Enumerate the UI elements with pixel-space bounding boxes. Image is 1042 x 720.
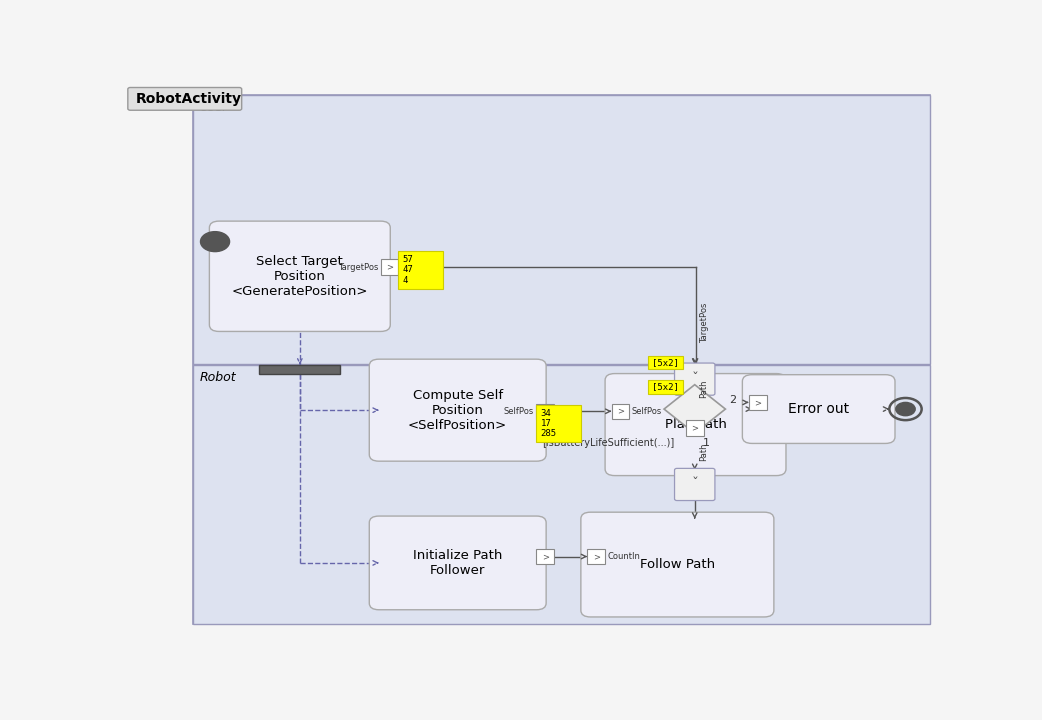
FancyBboxPatch shape bbox=[648, 356, 684, 369]
Text: SelfPos: SelfPos bbox=[631, 407, 662, 415]
Text: >: > bbox=[754, 398, 762, 407]
FancyBboxPatch shape bbox=[612, 403, 629, 419]
FancyBboxPatch shape bbox=[193, 365, 929, 624]
FancyBboxPatch shape bbox=[537, 405, 580, 442]
Text: [5x2]: [5x2] bbox=[652, 358, 678, 367]
Text: >: > bbox=[542, 407, 549, 415]
FancyBboxPatch shape bbox=[674, 469, 715, 500]
Text: Robot: Robot bbox=[200, 372, 237, 384]
FancyBboxPatch shape bbox=[648, 380, 684, 394]
Text: Initialize Path
Follower: Initialize Path Follower bbox=[413, 549, 502, 577]
FancyBboxPatch shape bbox=[580, 512, 774, 617]
Text: Select Target
Position
<GeneratePosition>: Select Target Position <GeneratePosition… bbox=[231, 255, 368, 298]
Text: >: > bbox=[691, 423, 698, 433]
Text: >: > bbox=[593, 552, 600, 561]
Text: TargetPos: TargetPos bbox=[699, 303, 709, 343]
FancyBboxPatch shape bbox=[742, 374, 895, 444]
Text: Error out: Error out bbox=[788, 402, 849, 416]
FancyBboxPatch shape bbox=[605, 374, 786, 476]
FancyBboxPatch shape bbox=[686, 420, 703, 436]
FancyBboxPatch shape bbox=[380, 259, 398, 275]
Text: TargetPos: TargetPos bbox=[338, 263, 378, 271]
Circle shape bbox=[896, 402, 915, 415]
Text: >: > bbox=[386, 263, 393, 271]
Text: SelfPos: SelfPos bbox=[503, 407, 535, 415]
Text: >: > bbox=[542, 552, 549, 561]
FancyBboxPatch shape bbox=[209, 221, 391, 331]
Polygon shape bbox=[664, 384, 725, 433]
FancyBboxPatch shape bbox=[537, 549, 554, 564]
Text: [5x2]: [5x2] bbox=[652, 382, 678, 392]
FancyBboxPatch shape bbox=[259, 365, 340, 374]
Text: 1: 1 bbox=[702, 438, 710, 449]
FancyBboxPatch shape bbox=[749, 395, 767, 410]
Text: ˇ: ˇ bbox=[691, 372, 698, 386]
Text: CountIn: CountIn bbox=[607, 552, 641, 561]
FancyBboxPatch shape bbox=[193, 95, 929, 364]
Text: Plan Path: Plan Path bbox=[665, 418, 726, 431]
Text: User: User bbox=[200, 102, 228, 114]
Text: [isBatteryLifeSufficient(...)]: [isBatteryLifeSufficient(...)] bbox=[542, 438, 674, 449]
FancyBboxPatch shape bbox=[369, 359, 546, 462]
Circle shape bbox=[200, 232, 229, 251]
FancyBboxPatch shape bbox=[369, 516, 546, 610]
Text: >: > bbox=[617, 407, 624, 415]
Text: ˇ: ˇ bbox=[691, 477, 698, 492]
Text: Path: Path bbox=[699, 443, 709, 461]
Text: Compute Self
Position
<SelfPosition>: Compute Self Position <SelfPosition> bbox=[408, 389, 507, 432]
FancyBboxPatch shape bbox=[537, 403, 554, 419]
Text: 57
47
4: 57 47 4 bbox=[402, 255, 413, 285]
Text: 34
17
285: 34 17 285 bbox=[541, 408, 556, 438]
Text: 2: 2 bbox=[729, 395, 737, 405]
Text: RobotActivity: RobotActivity bbox=[135, 92, 242, 106]
FancyBboxPatch shape bbox=[674, 363, 715, 395]
FancyBboxPatch shape bbox=[398, 251, 443, 289]
Text: Path: Path bbox=[699, 380, 709, 398]
FancyBboxPatch shape bbox=[193, 95, 929, 624]
FancyBboxPatch shape bbox=[128, 88, 242, 110]
Text: Follow Path: Follow Path bbox=[640, 558, 715, 571]
FancyBboxPatch shape bbox=[588, 549, 605, 564]
